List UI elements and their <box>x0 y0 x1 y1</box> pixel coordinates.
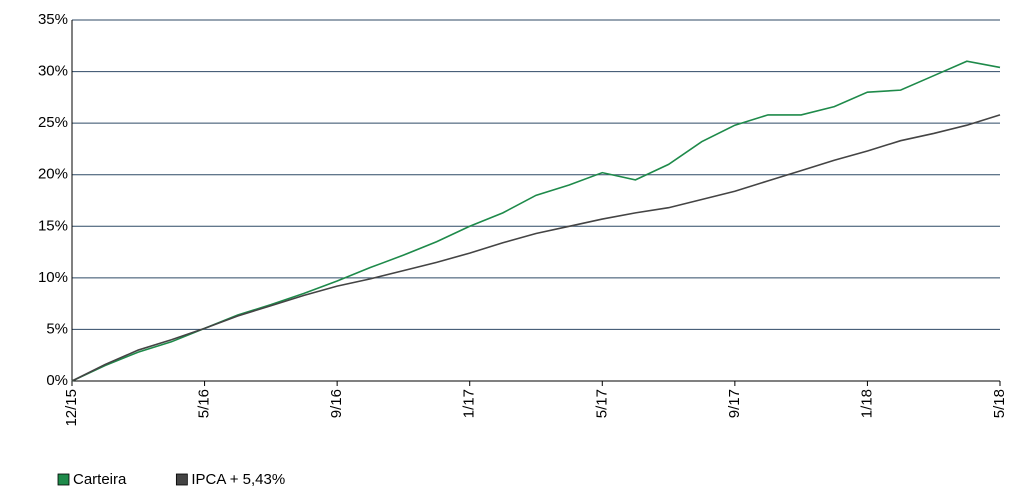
series-line <box>71 114 1001 382</box>
y-tick-label: 15% <box>38 217 68 234</box>
series-line <box>71 60 1001 382</box>
x-tick-label: 5/16 <box>196 389 213 418</box>
x-tick-label: 9/16 <box>328 389 345 418</box>
y-tick-label: 0% <box>46 372 68 389</box>
y-tick-label: 10% <box>38 269 68 286</box>
legend-label: Carteira <box>73 471 127 488</box>
legend-label: IPCA + 5,43% <box>191 471 285 488</box>
x-tick-label: 9/17 <box>726 389 743 418</box>
x-tick-label: 1/18 <box>858 389 875 418</box>
y-tick-label: 30% <box>38 63 68 80</box>
legend-swatch <box>175 473 188 486</box>
y-tick-label: 35% <box>38 11 68 28</box>
x-tick-label: 12/15 <box>63 389 80 427</box>
y-tick-label: 5% <box>46 320 68 337</box>
x-tick-label: 1/17 <box>461 389 478 418</box>
y-tick-label: 25% <box>38 114 68 131</box>
x-tick-label: 5/18 <box>991 389 1008 418</box>
y-tick-label: 20% <box>38 166 68 183</box>
x-tick-label: 5/17 <box>593 389 610 418</box>
legend-swatch <box>57 473 70 486</box>
